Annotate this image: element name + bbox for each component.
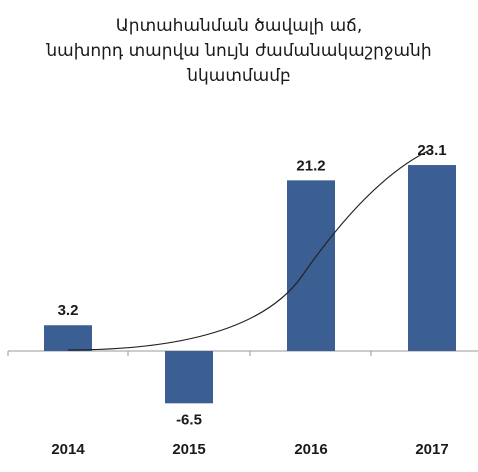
bar-2017 <box>408 165 456 351</box>
chart-title-line-1: Արտահանման ծավալի աճ, <box>115 16 363 36</box>
category-label-2014: 2014 <box>51 441 85 458</box>
category-label-2016: 2016 <box>294 441 327 458</box>
category-label-2017: 2017 <box>415 441 448 458</box>
value-label-2016: 21.2 <box>296 157 325 174</box>
chart-title: Արտահանման ծավալի աճ, նախորդ տարվա նույն… <box>0 14 478 89</box>
chart-title-line-2: նախորդ տարվա նույն ժամանակաշրջանի <box>46 41 432 61</box>
category-label-2015: 2015 <box>172 441 205 458</box>
value-label-2015: -6.5 <box>176 411 202 428</box>
bar-2014 <box>44 325 92 351</box>
bar-2015 <box>165 351 213 404</box>
trendline <box>67 148 433 351</box>
bar-2016 <box>287 180 335 351</box>
chart-title-line-3: նկատմամբ <box>187 66 291 86</box>
value-label-2017: 23.1 <box>417 142 446 159</box>
value-label-2014: 3.2 <box>58 302 79 319</box>
